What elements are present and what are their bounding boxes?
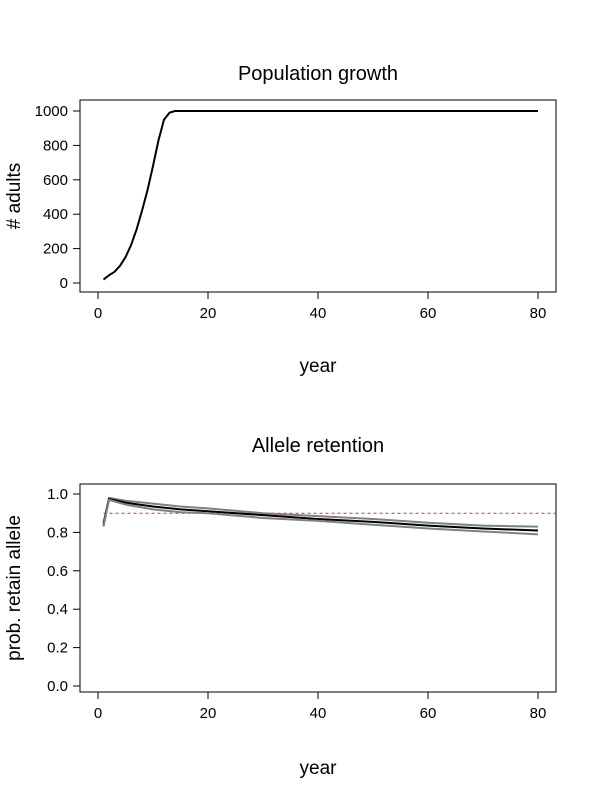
x-tick-label: 40 bbox=[310, 305, 327, 322]
x-tick-label: 60 bbox=[420, 705, 437, 722]
y-tick-label: 1.0 bbox=[47, 486, 68, 503]
series-line-1 bbox=[102, 496, 539, 528]
y-tick-label: 800 bbox=[43, 137, 68, 154]
y-tick-label: 0.8 bbox=[47, 524, 68, 541]
y-tick-label: 400 bbox=[43, 206, 68, 223]
x-tick-label: 60 bbox=[420, 305, 437, 322]
x-axis-label: year bbox=[300, 758, 338, 779]
y-tick-label: 1000 bbox=[35, 103, 68, 120]
x-tick-label: 0 bbox=[94, 705, 102, 722]
x-tick-label: 40 bbox=[310, 705, 327, 722]
series-line-2 bbox=[102, 497, 539, 532]
x-tick-label: 20 bbox=[200, 705, 217, 722]
y-axis-label: # adults bbox=[4, 163, 25, 230]
x-tick-label: 0 bbox=[94, 305, 102, 322]
plot-frame bbox=[79, 99, 557, 293]
x-tick-label: 80 bbox=[530, 705, 547, 722]
series-line-3 bbox=[102, 498, 539, 536]
x-tick-label: 80 bbox=[530, 305, 547, 322]
chart-title: Population growth bbox=[238, 63, 398, 85]
y-axis-label: prob. retain allele bbox=[4, 515, 25, 661]
y-tick-label: 0.4 bbox=[47, 601, 68, 618]
chart-panel-2: Allele retention 0 20 40 60 80 0.0 0.2 0.4 0.6 0.8… bbox=[4, 435, 557, 779]
y-tick-label: 0.0 bbox=[47, 678, 68, 695]
series-line-1 bbox=[102, 110, 538, 281]
y-tick-label: 0.6 bbox=[47, 563, 68, 580]
y-tick-label: 200 bbox=[43, 241, 68, 258]
y-tick-label: 600 bbox=[43, 172, 68, 189]
chart-title: Allele retention bbox=[252, 435, 384, 457]
x-tick-label: 20 bbox=[200, 305, 217, 322]
y-tick-label: 0 bbox=[60, 275, 68, 292]
y-tick-label: 0.2 bbox=[47, 640, 68, 657]
x-axis-label: year bbox=[300, 356, 338, 377]
